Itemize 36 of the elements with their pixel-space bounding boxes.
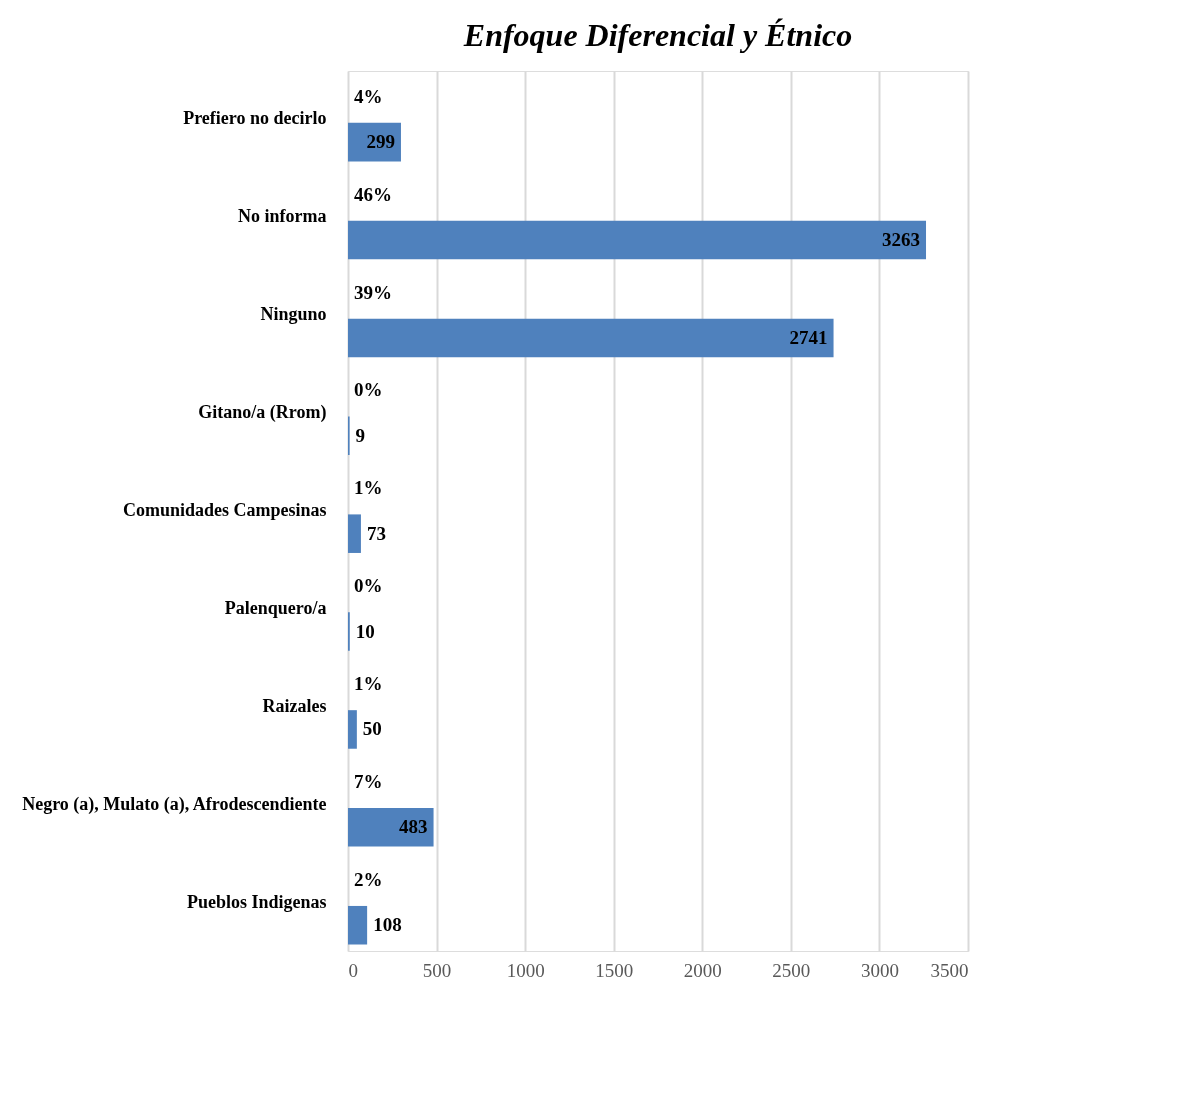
y-tick-label: Prefiero no decirlo <box>183 108 327 129</box>
x-tick-label: 1500 <box>595 959 634 981</box>
x-tick-label: 500 <box>422 959 452 981</box>
annotation: 4% <box>354 85 383 107</box>
x-tick-label: 3000 <box>860 959 899 981</box>
data-label: 73 <box>366 522 386 544</box>
y-tick-label: Raizales <box>262 695 327 716</box>
y-tick-label: Negro (a), Mulato (a), Afrodescendiente <box>22 793 327 815</box>
data-label: 9 <box>355 424 366 446</box>
data-label: 483 <box>399 816 428 838</box>
data-label: 2741 <box>789 326 828 348</box>
annotation: 7% <box>354 770 383 792</box>
x-tick-label: 2500 <box>772 959 811 981</box>
y-tick-label: Palenquero/a <box>224 597 327 618</box>
data-label: 3263 <box>882 229 921 251</box>
x-tick-label: 1000 <box>506 959 545 981</box>
y-tick-label: Gitano/a (Rrom) <box>198 402 327 424</box>
annotation: 1% <box>354 673 383 695</box>
y-tick-label: Comunidades Campesinas <box>122 500 327 520</box>
annotation: 46% <box>354 183 392 205</box>
data-label: 108 <box>373 914 402 936</box>
y-tick-label: Pueblos Indigenas <box>186 891 327 912</box>
annotation: 39% <box>354 281 392 303</box>
data-label: 10 <box>355 620 375 642</box>
annotation: 1% <box>354 477 383 499</box>
y-tick-label: No informa <box>238 206 327 227</box>
annotation: 0% <box>354 575 383 597</box>
chart-title: Enfoque Diferencial y Étnico <box>462 17 853 53</box>
annotation: 2% <box>354 868 383 890</box>
data-label: 299 <box>366 131 395 153</box>
y-tick-label: Ninguno <box>260 304 327 325</box>
x-tick-label: 2000 <box>683 959 722 981</box>
x-tick-label: 0 <box>348 959 358 981</box>
x-tick-label: 3500 <box>930 959 969 981</box>
annotation: 0% <box>354 379 383 401</box>
data-label: 50 <box>362 718 382 740</box>
